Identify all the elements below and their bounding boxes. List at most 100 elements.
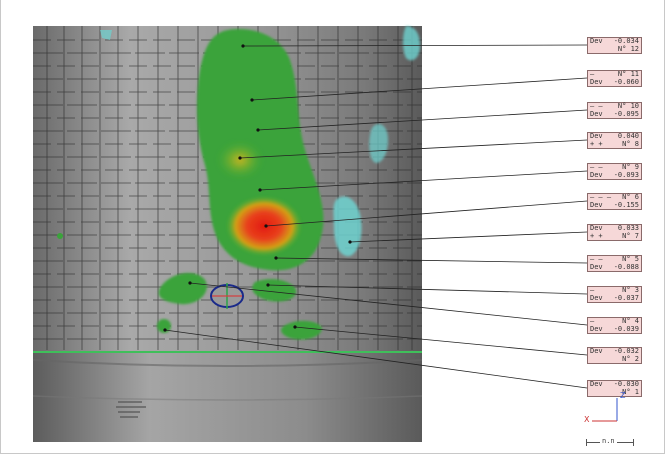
label-value: N° 6 [622, 193, 639, 201]
measurement-label-n6[interactable]: – – – N° 6 Dev -0.155 [587, 193, 642, 210]
measurement-label-n5[interactable]: – – N° 5 Dev -0.088 [587, 255, 642, 272]
measurement-point-n9 [258, 188, 262, 192]
measurement-point-n1 [163, 328, 167, 332]
measurement-label-n1[interactable]: Dev -0.030 N° 1 [587, 380, 642, 397]
green-blob [158, 273, 207, 305]
deviation-map [57, 26, 420, 340]
label-value: 0.033 [617, 224, 639, 232]
label-value: N° 12 [617, 44, 639, 53]
leader-line-n2 [294, 326, 588, 356]
label-value: -0.030 [613, 380, 639, 388]
label-key: + + [590, 139, 603, 148]
green-blob [281, 320, 322, 340]
reference-hole-marker [210, 283, 244, 309]
label-key: – [590, 317, 595, 325]
base-groove [32, 359, 423, 367]
leader-line-n3 [267, 284, 588, 295]
label-value: -0.093 [613, 170, 639, 179]
measurement-point-n10 [256, 128, 260, 132]
cyan-deviation-region [403, 26, 420, 61]
label-value: N° 2 [622, 354, 639, 363]
measurement-point-n8 [238, 156, 242, 160]
label-value: N° 1 [622, 387, 639, 396]
label-key: – – [590, 102, 603, 110]
label-key: – – [590, 255, 603, 263]
leader-line-n4 [189, 282, 588, 326]
label-key: – [590, 70, 595, 78]
cyan-deviation-region [100, 30, 112, 40]
leader-line-n5 [275, 257, 588, 264]
measurement-label-n12[interactable]: Dev -0.034 N° 12 [587, 37, 642, 54]
cyan-deviation-region [369, 124, 388, 163]
label-key: Dev [590, 200, 603, 209]
cyan-deviation-region [333, 196, 362, 257]
green-blob [252, 279, 297, 302]
engraved-marks [116, 401, 146, 418]
measurement-point-n11 [250, 98, 254, 102]
label-value: -0.032 [613, 347, 639, 355]
leader-line-n1 [164, 329, 588, 389]
measurement-label-n2[interactable]: Dev -0.032 N° 2 [587, 347, 642, 364]
label-value: 0.040 [617, 132, 639, 140]
measurement-point-n5 [274, 256, 278, 260]
label-key: Dev [590, 109, 603, 118]
label-value: -0.037 [613, 293, 639, 302]
measurement-point-n2 [293, 325, 297, 329]
measurement-point-n12 [241, 44, 245, 48]
label-value: -0.088 [613, 262, 639, 271]
measurement-label-n7[interactable]: Dev 0.033 + + N° 7 [587, 224, 642, 241]
measurement-points [163, 44, 352, 332]
measurement-label-n10[interactable]: – – N° 10 Dev -0.095 [587, 102, 642, 119]
leader-line-n8 [239, 139, 588, 159]
scale-bar: n.n [586, 437, 634, 447]
measurement-point-n4 [188, 281, 192, 285]
label-value: -0.039 [613, 324, 639, 333]
label-value: N° 4 [622, 317, 639, 325]
label-key: Dev [590, 262, 603, 271]
label-key: Dev [590, 380, 603, 388]
axis-x-label: X [584, 415, 590, 424]
label-key: Dev [590, 170, 603, 179]
label-value: N° 8 [622, 139, 639, 148]
leader-line-n12 [242, 44, 588, 47]
measurement-point-n6 [264, 224, 268, 228]
label-key: – – [590, 163, 603, 171]
measurement-label-n8[interactable]: Dev 0.040 + + N° 8 [587, 132, 642, 149]
leader-lines [164, 44, 588, 389]
label-key: Dev [590, 224, 603, 232]
label-value: N° 5 [622, 255, 639, 263]
label-value: N° 3 [622, 286, 639, 294]
leader-line-n9 [259, 170, 588, 191]
label-key: Dev [590, 132, 603, 140]
cylinder-base [33, 352, 422, 442]
leader-line-n6 [265, 200, 588, 227]
label-value: N° 11 [617, 70, 639, 78]
label-value: -0.155 [613, 200, 639, 209]
warm-deviation-region [218, 142, 262, 178]
leader-line-n11 [251, 77, 588, 101]
measurement-point-n7 [348, 240, 352, 244]
green-blob [157, 319, 171, 333]
label-key: Dev [590, 77, 603, 86]
measurement-label-n4[interactable]: – N° 4 Dev -0.039 [587, 317, 642, 334]
base-groove [32, 395, 423, 401]
label-key: Dev [590, 347, 603, 355]
label-key: + + [590, 231, 603, 240]
green-blob [57, 233, 63, 239]
label-key: – [590, 286, 595, 294]
label-value: N° 10 [617, 102, 639, 110]
measurement-point-n3 [266, 283, 270, 287]
hot-deviation-region [226, 196, 302, 256]
label-value: N° 9 [622, 163, 639, 171]
label-key: Dev [590, 293, 603, 302]
measurement-label-n9[interactable]: – – N° 9 Dev -0.093 [587, 163, 642, 180]
leader-line-n10 [257, 109, 588, 131]
label-value: N° 7 [622, 231, 639, 240]
axis-z-label: Z [620, 391, 626, 400]
label-key: – – – [590, 193, 612, 201]
measurement-label-n3[interactable]: – N° 3 Dev -0.037 [587, 286, 642, 303]
measurement-label-n11[interactable]: – N° 11 Dev -0.060 [587, 70, 642, 87]
label-value: -0.095 [613, 109, 639, 118]
scale-bar-text: n.n [600, 437, 617, 445]
